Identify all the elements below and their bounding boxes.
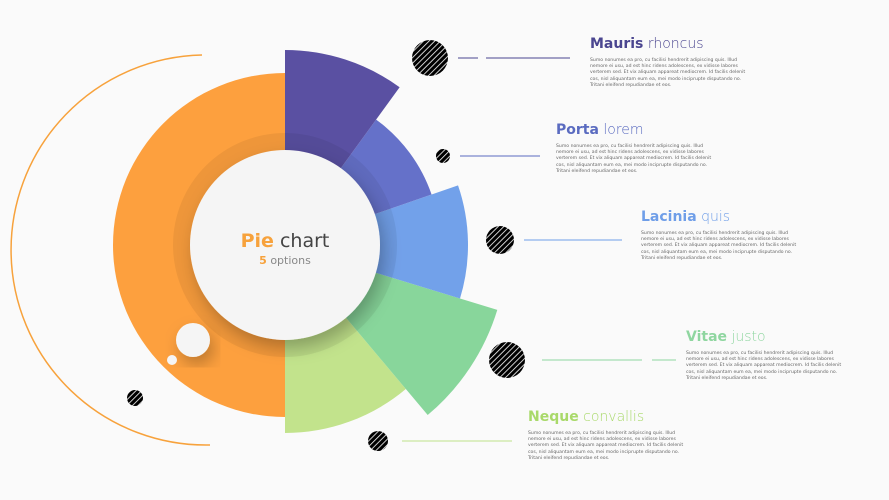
- option-bold: Lacinia: [641, 209, 697, 225]
- title-bold: Pie: [240, 230, 274, 252]
- bubble: [167, 355, 177, 365]
- option-heading: Porta lorem: [556, 122, 726, 138]
- option-light: convallis: [583, 409, 645, 425]
- option-bold: Vitae: [686, 329, 728, 345]
- orbit-arc: [10, 54, 211, 446]
- option-text: Sumo nonumes ea pro, cu facilisi hendrer…: [556, 144, 712, 174]
- option: Porta lorem Sumo nonumes ea pro, cu facil…: [556, 122, 726, 175]
- count: 5: [259, 254, 267, 267]
- option-bold: Porta: [556, 122, 599, 138]
- option-light: lorem: [603, 122, 644, 138]
- option-text: Sumo nonumes ea pro, cu facilisi hendrer…: [686, 351, 842, 381]
- center-circle: [190, 150, 380, 340]
- option-text: Sumo nonumes ea pro, cu facilisi hendrer…: [590, 58, 746, 88]
- option-light: justo: [731, 329, 766, 345]
- option-bold: Neque: [528, 409, 579, 425]
- option-heading: Mauris rhoncus: [590, 36, 760, 52]
- option-bold: Mauris: [590, 36, 644, 52]
- connectors: [368, 40, 676, 451]
- hatched-dot: [127, 390, 143, 406]
- option-light: rhoncus: [647, 36, 704, 52]
- option-text: Sumo nonumes ea pro, cu facilisi hendrer…: [641, 231, 797, 261]
- option-text: Sumo nonumes ea pro, cu facilisi hendrer…: [528, 431, 684, 461]
- option-heading: Vitae justo: [686, 329, 856, 345]
- count-label: options: [270, 254, 311, 267]
- option: Neque convallis Sumo nonumes ea pro, cu f…: [528, 409, 698, 462]
- title-rest: chart: [279, 230, 330, 252]
- option: Vitae justo Sumo nonumes ea pro, cu facil…: [686, 329, 856, 382]
- option: Lacinia quis Sumo nonumes ea pro, cu faci…: [641, 209, 811, 262]
- option-heading: Neque convallis: [528, 409, 698, 425]
- option-light: quis: [701, 209, 731, 225]
- center-label: Pie chart 5 options: [205, 230, 365, 267]
- bubble: [176, 323, 210, 357]
- option-heading: Lacinia quis: [641, 209, 811, 225]
- option: Mauris rhoncus Sumo nonumes ea pro, cu fa…: [590, 36, 760, 89]
